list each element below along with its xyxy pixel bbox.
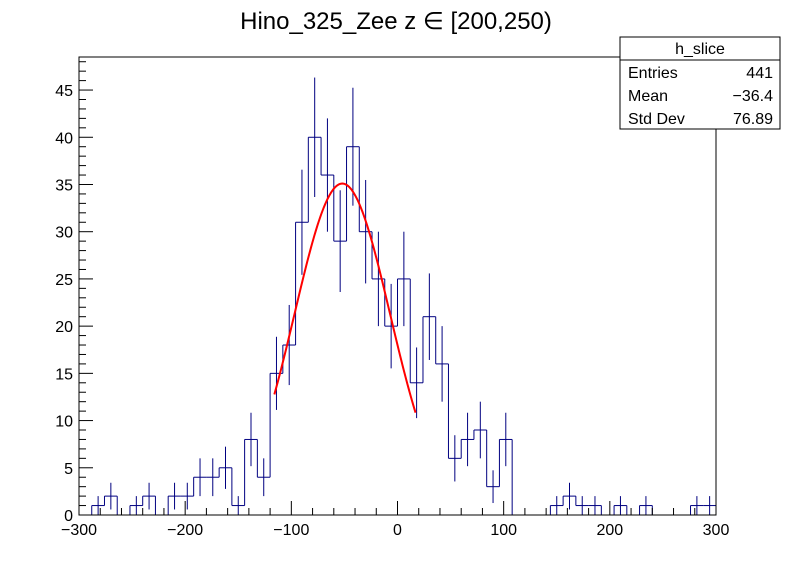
y-tick-label: 15 <box>55 366 73 383</box>
y-tick-label: 5 <box>64 461 73 478</box>
y-tick-label: 20 <box>55 319 73 336</box>
stats-entries-value: 441 <box>746 65 773 82</box>
x-tick-label: 200 <box>596 522 623 539</box>
x-tick-label: −200 <box>167 522 203 539</box>
y-tick-label: 45 <box>55 83 73 100</box>
y-axis: 0 5 10 15 20 25 30 35 40 45 <box>55 61 93 525</box>
stats-stddev-label: Std Dev <box>628 111 685 128</box>
y-tick-label: 0 <box>64 508 73 525</box>
x-tick-label: 0 <box>393 522 402 539</box>
y-tick-label: 30 <box>55 225 73 242</box>
stats-box-name: h_slice <box>675 41 725 58</box>
x-tick-label: −100 <box>273 522 309 539</box>
stats-mean-label: Mean <box>628 88 668 105</box>
y-tick-label: 40 <box>55 130 73 147</box>
error-bars <box>97 77 711 515</box>
x-tick-label: 300 <box>703 522 730 539</box>
x-tick-label: 100 <box>490 522 517 539</box>
chart-title: Hino_325_Zee z ∈ [200,250) <box>240 8 552 35</box>
stats-entries-label: Entries <box>628 65 678 82</box>
x-tick-label: −300 <box>61 522 97 539</box>
histogram-bars <box>79 136 717 516</box>
stats-box-frame <box>619 36 781 130</box>
stats-box: h_slice Entries 441 Mean −36.4 Std Dev 7… <box>619 36 781 130</box>
y-tick-label: 25 <box>55 272 73 289</box>
gaussian-fit-curve <box>273 182 417 413</box>
y-tick-label: 35 <box>55 177 73 194</box>
stats-mean-value: −36.4 <box>733 88 774 105</box>
stats-stddev-value: 76.89 <box>733 111 773 128</box>
y-tick-label: 10 <box>55 414 73 431</box>
x-axis: −300 −200 −100 0 100 200 300 <box>61 501 729 539</box>
